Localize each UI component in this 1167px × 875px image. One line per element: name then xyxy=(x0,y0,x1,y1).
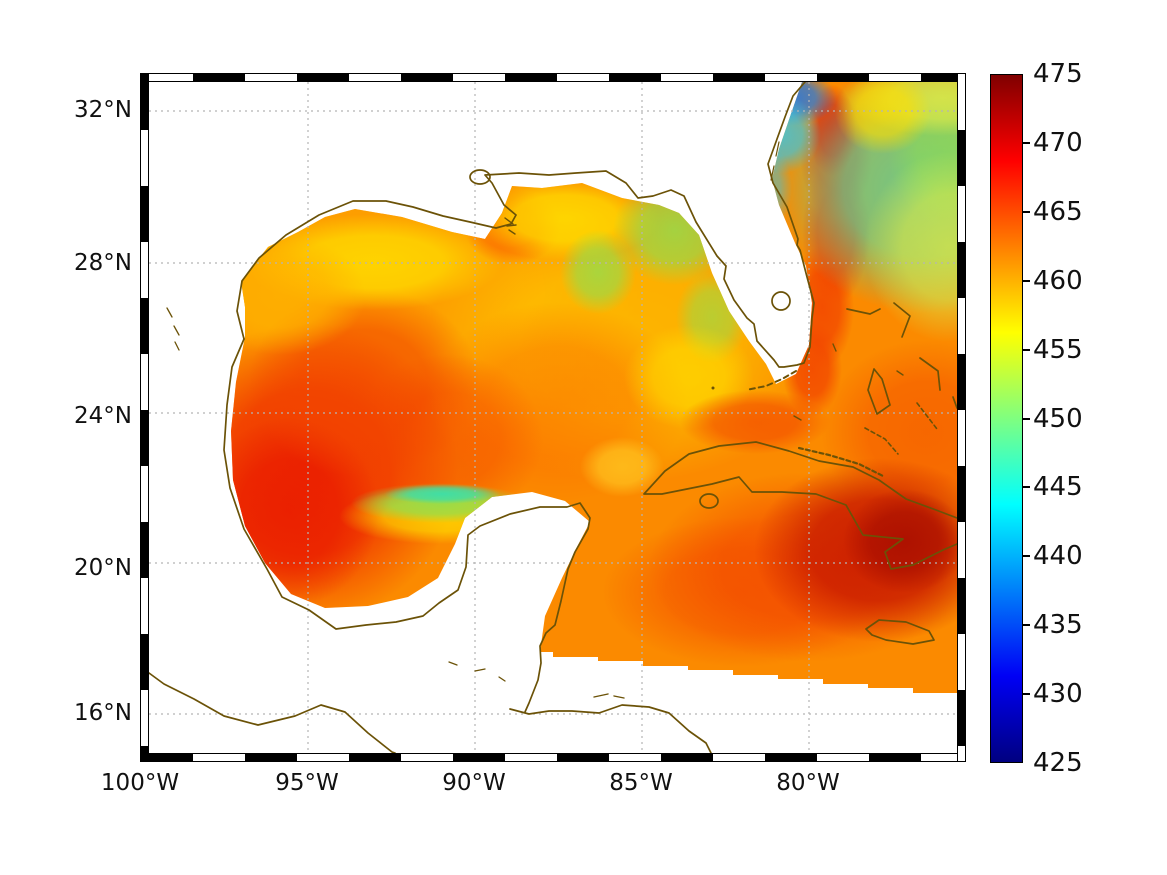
colorbar-tick-label: 450 xyxy=(1033,403,1083,434)
colorbar-tick-label: 455 xyxy=(1033,334,1083,365)
colorbar-tick-label: 475 xyxy=(1033,59,1083,89)
data-field xyxy=(231,82,957,693)
colorbar-tick-mark xyxy=(1023,141,1030,144)
colorbar-tick-mark xyxy=(1023,624,1030,627)
graticule xyxy=(149,82,957,753)
map-plot-area xyxy=(148,81,958,754)
colorbar-tick-label: 430 xyxy=(1033,679,1083,710)
map-frame-bottom xyxy=(140,753,966,762)
lon-tick-label: 80°W xyxy=(776,770,840,796)
coastlines xyxy=(148,81,958,754)
lon-tick-label: 90°W xyxy=(442,770,506,796)
colorbar-tick-mark xyxy=(1023,279,1030,282)
colorbar-tick-label: 470 xyxy=(1033,127,1083,158)
lon-tick-label: 100°W xyxy=(100,770,180,796)
colorbar-tick-label: 425 xyxy=(1033,748,1083,778)
colorbar-tick-mark xyxy=(1023,210,1030,213)
lat-tick-label: 16°N xyxy=(74,700,132,726)
map-frame-top xyxy=(140,73,966,82)
lon-tick-label: 95°W xyxy=(275,770,339,796)
colorbar-tick-label: 440 xyxy=(1033,541,1083,572)
lat-tick-label: 24°N xyxy=(74,403,132,429)
colorbar-tick-label: 465 xyxy=(1033,196,1083,227)
colorbar-tick-label: 445 xyxy=(1033,472,1083,503)
map-frame-left xyxy=(140,73,149,762)
lon-tick-label: 85°W xyxy=(609,770,673,796)
lat-tick-label: 20°N xyxy=(74,555,132,581)
colorbar-tick-mark xyxy=(1023,693,1030,696)
lat-tick-label: 28°N xyxy=(74,250,132,276)
map-frame-right xyxy=(957,73,966,762)
colorbar-tick-mark xyxy=(1023,486,1030,489)
map-svg xyxy=(148,81,958,754)
colorbar-tick-mark xyxy=(1023,348,1030,351)
colorbar-tick-label: 460 xyxy=(1033,265,1083,296)
colorbar-tick-mark xyxy=(1023,417,1030,420)
colorbar-tick-mark xyxy=(1023,555,1030,558)
colorbar-tick-label: 435 xyxy=(1033,610,1083,641)
lat-tick-label: 32°N xyxy=(74,97,132,123)
colorbar xyxy=(990,74,1023,763)
